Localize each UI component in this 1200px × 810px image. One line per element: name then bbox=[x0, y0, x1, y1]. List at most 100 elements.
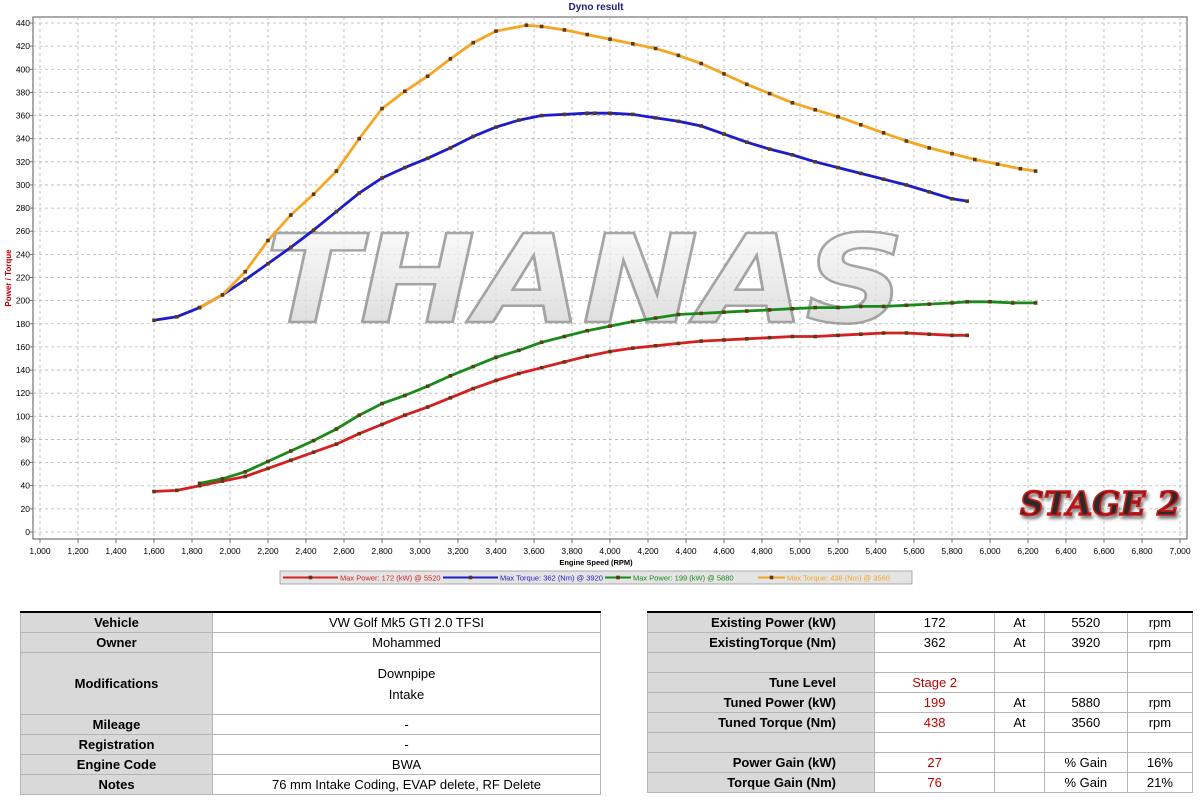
data-point bbox=[950, 197, 954, 201]
data-point bbox=[289, 449, 293, 453]
legend-marker bbox=[468, 575, 473, 580]
data-point bbox=[334, 427, 339, 431]
x-tick-label: 3,600 bbox=[523, 546, 545, 556]
tuned-torque-value: 438 bbox=[874, 712, 996, 733]
data-point bbox=[973, 157, 977, 162]
x-tick-label: 5,000 bbox=[789, 546, 811, 556]
data-point bbox=[289, 245, 293, 250]
data-point bbox=[927, 190, 931, 194]
data-point bbox=[631, 346, 635, 350]
spacer-cell bbox=[646, 652, 876, 673]
data-point bbox=[904, 331, 909, 335]
data-point bbox=[539, 24, 544, 29]
data-point bbox=[676, 312, 681, 317]
data-point bbox=[904, 183, 909, 187]
x-tick-label: 5,600 bbox=[903, 546, 925, 556]
data-point bbox=[699, 61, 703, 66]
owner-value: Mohammed bbox=[212, 632, 601, 653]
existing-torque-unit: rpm bbox=[1126, 632, 1194, 653]
legend-marker bbox=[769, 575, 774, 580]
data-point bbox=[425, 156, 430, 161]
y-tick-label: 320 bbox=[16, 157, 30, 167]
y-tick-label: 380 bbox=[16, 87, 30, 97]
x-tick-label: 4,000 bbox=[599, 546, 621, 556]
data-point bbox=[965, 199, 969, 203]
data-point bbox=[790, 153, 795, 157]
data-point bbox=[357, 431, 361, 436]
legend-marker bbox=[308, 575, 313, 580]
modification-item: Intake bbox=[388, 686, 425, 702]
data-point bbox=[311, 438, 316, 443]
power-gain-pct-label: % Gain bbox=[1043, 752, 1128, 773]
data-point bbox=[904, 303, 909, 308]
data-point bbox=[965, 333, 969, 338]
data-point bbox=[494, 125, 498, 129]
data-point bbox=[243, 474, 247, 479]
tune-level-label: Tune Level bbox=[646, 672, 876, 693]
data-point bbox=[471, 40, 475, 45]
data-point bbox=[403, 89, 407, 94]
data-point bbox=[334, 442, 339, 446]
dyno-chart: Dyno result THANAS 1,000 1,200 1,400 1,600 1… bbox=[4, 2, 1191, 585]
table-row: Vehicle VW Golf Mk5 GTI 2.0 TFSI bbox=[20, 611, 601, 633]
legend-marker bbox=[616, 575, 620, 580]
registration-value: - bbox=[212, 734, 601, 755]
existing-power-rpm: 5520 bbox=[1043, 611, 1128, 633]
y-tick-label: 260 bbox=[16, 226, 30, 236]
mileage-label: Mileage bbox=[20, 714, 213, 735]
legend-label: Max Power: 199 (kW) @ 5880 bbox=[633, 574, 734, 583]
table-row: Engine Code BWA bbox=[20, 754, 601, 775]
data-point bbox=[289, 458, 293, 463]
data-point bbox=[152, 318, 156, 323]
data-point bbox=[357, 413, 361, 417]
y-tick-label: 60 bbox=[21, 458, 31, 468]
data-point bbox=[471, 134, 475, 139]
modifications-label: Modifications bbox=[20, 652, 213, 715]
data-point bbox=[1018, 166, 1023, 171]
data-point bbox=[836, 333, 840, 338]
tuned-power-rpm: 5880 bbox=[1043, 692, 1128, 713]
data-point bbox=[494, 378, 498, 383]
x-tick-label: 2,600 bbox=[333, 546, 355, 556]
y-tick-label: 240 bbox=[16, 249, 30, 259]
tuned-torque-unit: rpm bbox=[1126, 712, 1194, 733]
data-point bbox=[813, 334, 817, 339]
tuned-torque-at: At bbox=[994, 712, 1045, 733]
data-point bbox=[585, 328, 589, 333]
x-tick-label: 3,400 bbox=[485, 546, 507, 556]
table-row: Power Gain (kW) 27 % Gain 16% bbox=[646, 752, 1194, 773]
table-row: Tuned Power (kW) 199 At 5880 rpm bbox=[646, 692, 1194, 713]
legend-box bbox=[279, 570, 913, 585]
data-point bbox=[593, 111, 597, 116]
legend-label: Max Power: 172 (kW) @ 5520 bbox=[340, 574, 441, 583]
data-point bbox=[289, 213, 293, 217]
spacer-cell bbox=[1043, 652, 1128, 673]
data-point bbox=[380, 401, 384, 406]
data-point bbox=[197, 305, 202, 310]
data-point bbox=[266, 466, 270, 471]
data-point bbox=[448, 374, 453, 378]
data-point bbox=[950, 333, 954, 338]
x-tick-label: 6,600 bbox=[1093, 546, 1115, 556]
data-point bbox=[380, 422, 384, 427]
y-tick-label: 100 bbox=[16, 411, 30, 421]
y-tick-label: 120 bbox=[16, 388, 30, 398]
data-point bbox=[175, 315, 179, 319]
data-point bbox=[608, 37, 612, 41]
x-tick-label: 1,400 bbox=[105, 546, 127, 556]
data-point bbox=[220, 476, 225, 481]
spacer-cell bbox=[994, 732, 1045, 753]
data-point bbox=[585, 32, 589, 37]
table-row bbox=[646, 652, 1194, 673]
table-row: Mileage - bbox=[20, 714, 601, 735]
axes: 1,000 1,200 1,400 1,600 1,800 2,000 2,200 2,400… bbox=[16, 18, 1191, 556]
data-point bbox=[631, 112, 635, 117]
data-point bbox=[745, 337, 749, 341]
results-table: Existing Power (kW) 172 At 5520 rpm Exis… bbox=[646, 611, 1194, 793]
chart-title: Dyno result bbox=[568, 2, 624, 13]
data-point bbox=[767, 308, 772, 312]
data-point bbox=[539, 340, 544, 345]
data-point bbox=[197, 481, 202, 486]
x-tick-label: 6,800 bbox=[1131, 546, 1153, 556]
data-point bbox=[767, 91, 772, 96]
